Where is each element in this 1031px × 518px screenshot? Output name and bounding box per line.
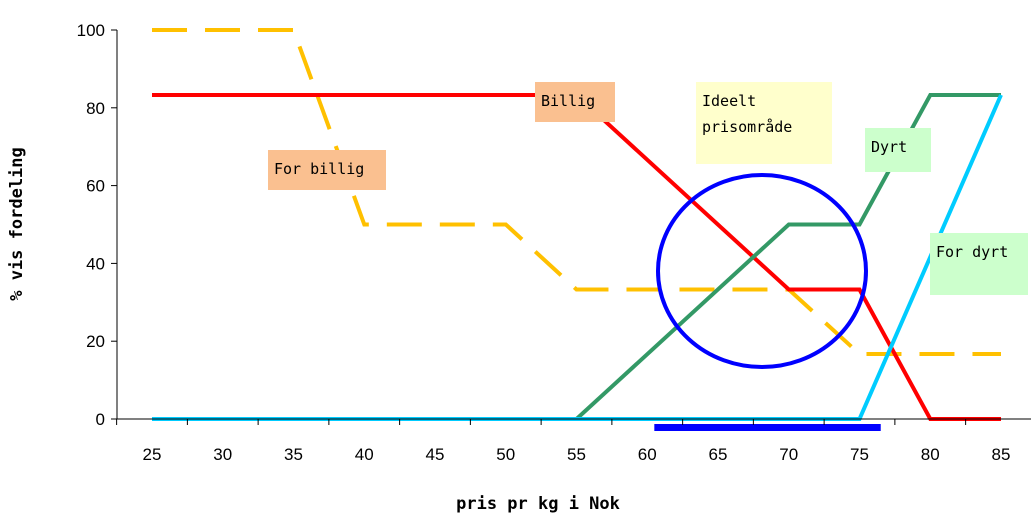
x-tick-label: 30: [213, 445, 232, 464]
x-tick-label: 60: [638, 445, 657, 464]
x-tick-label: 35: [284, 445, 303, 464]
series-line-for-billig: [152, 28, 1001, 356]
x-tick-label: 45: [426, 445, 445, 464]
annotation-label-ideelt: prisområde: [702, 118, 792, 136]
annotation-layer: For billig Billig Ideelt prisområde Dyrt For …: [268, 82, 1028, 295]
annotation-box-for-billig: [268, 150, 386, 190]
x-tick-label: 80: [921, 445, 940, 464]
y-tick-label: 0: [96, 410, 105, 429]
x-axis-title: pris pr kg i Nok: [456, 494, 620, 514]
annotation-box-ideelt: [696, 82, 832, 164]
x-tick-label: 40: [355, 445, 374, 464]
y-tick-label: 20: [86, 332, 105, 351]
y-axis-title: % vis fordeling: [7, 147, 27, 301]
x-tick-label: 85: [992, 445, 1011, 464]
y-tick-label: 80: [86, 99, 105, 118]
y-tick-label: 40: [86, 254, 105, 273]
x-tick-label: 75: [850, 445, 869, 464]
x-tick-label: 50: [496, 445, 515, 464]
annotation-box-for-dyrt: [930, 233, 1028, 295]
annotation-label-for-billig: For billig: [274, 160, 364, 178]
annotation-label-ideelt: Ideelt: [702, 92, 756, 110]
x-tick-label: 55: [567, 445, 586, 464]
axes-layer: 0 20 40 60 80 100 25 30 35 40 45 50 55 60 65 70 75 80 85: [77, 21, 1031, 464]
overlay-layer: [654, 173, 881, 431]
y-tick-label: 100: [77, 21, 105, 40]
annotation-box-dyrt: [865, 128, 931, 172]
x-tick-label: 25: [143, 445, 162, 464]
annotation-label-billig: Billig: [541, 92, 595, 110]
y-tick-label: 60: [86, 177, 105, 196]
ideal-price-ellipse: [656, 173, 868, 369]
annotation-box-billig: [535, 82, 615, 122]
annotation-label-for-dyrt: For dyrt: [936, 243, 1008, 261]
x-tick-label: 70: [779, 445, 798, 464]
annotation-label-dyrt: Dyrt: [871, 138, 907, 156]
x-tick-label: 65: [709, 445, 728, 464]
ideal-range-bar: [654, 424, 881, 431]
